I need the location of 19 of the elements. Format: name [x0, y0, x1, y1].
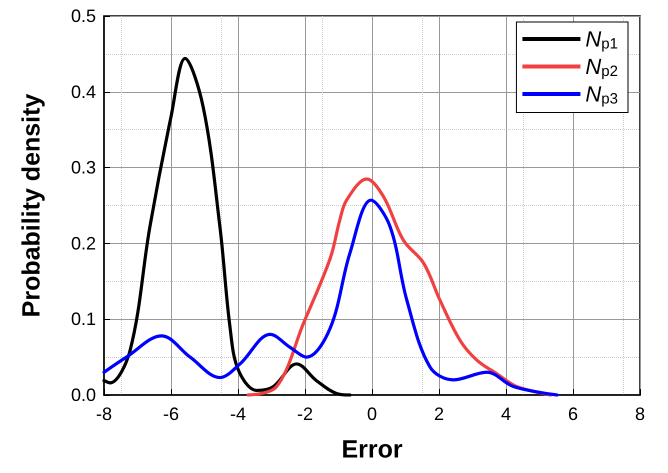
- y-tick-label: 0.4: [70, 82, 96, 102]
- line-series: [246, 177, 552, 397]
- y-tick-label: 0.3: [70, 158, 96, 178]
- x-tick-label: 8: [634, 404, 646, 424]
- y-tick-label: 0.5: [70, 6, 96, 26]
- x-tick-label: -8: [96, 404, 112, 424]
- x-tick-label: -6: [162, 404, 180, 424]
- x-tick-label: -4: [230, 404, 246, 424]
- x-axis-title: Error: [341, 436, 403, 464]
- y-tick-label: 0.0: [70, 385, 96, 405]
- line-series: [102, 198, 559, 397]
- y-tick-label: 0.2: [70, 233, 96, 254]
- x-tick-label: -2: [296, 404, 314, 424]
- x-tick-label: 4: [500, 404, 512, 424]
- x-tick-label: 6: [568, 404, 578, 424]
- x-tick-label: 2: [434, 404, 444, 424]
- y-tick-label: 0.1: [70, 309, 96, 330]
- x-tick-label: 0: [366, 404, 378, 424]
- y-axis-title: Probability density: [18, 94, 46, 318]
